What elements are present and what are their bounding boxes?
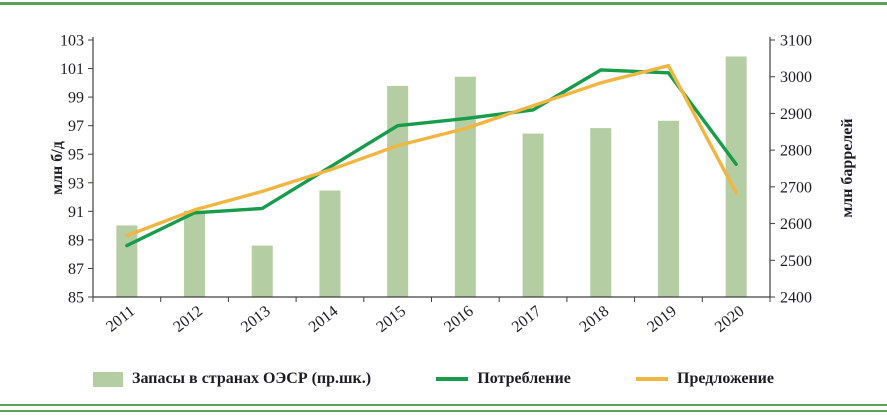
- right-axis-tick-label: 2900: [780, 106, 812, 123]
- right-axis-tick-label: 2600: [780, 216, 812, 233]
- left-axis-tick-label: 99: [68, 90, 84, 107]
- left-axis-tick-label: 97: [68, 118, 84, 135]
- legend-supply-swatch: [636, 377, 669, 381]
- x-axis-label: 2013: [238, 303, 274, 336]
- x-axis-label: 2019: [644, 303, 680, 336]
- supply-line: [125, 63, 738, 238]
- legend-label-stocks: Запасы в странах ОЭСР (пр.шк.): [132, 370, 372, 387]
- x-axis-label: 2020: [712, 303, 748, 336]
- stocks-bar: [657, 120, 679, 298]
- right-axis-tick-label: 2800: [780, 143, 812, 160]
- stocks-bar: [251, 245, 273, 297]
- legend-item-stocks: Запасы в странах ОЭСР (пр.шк.): [93, 370, 371, 388]
- x-axis-label: 2015: [373, 303, 409, 336]
- left-axis-tick-label: 87: [68, 261, 84, 278]
- stocks-bar: [184, 210, 206, 297]
- left-axis-tick-label: 101: [60, 61, 84, 78]
- x-axis-label: 2014: [306, 303, 342, 336]
- right-axis-tick-label: 2500: [780, 253, 812, 270]
- x-axis-label: 2018: [577, 303, 613, 336]
- left-axis-tick-label: 85: [68, 290, 84, 307]
- right-axis-tick-label: 3000: [780, 69, 812, 86]
- legend-label-consumption: Потребление: [477, 370, 571, 387]
- top-divider: [0, 2, 887, 5]
- chart-legend: Запасы в странах ОЭСР (пр.шк.) Потреблен…: [93, 370, 774, 388]
- right-axis-tick-label: 2400: [780, 290, 812, 307]
- left-axis-tick-label: 95: [68, 147, 84, 164]
- stocks-bar: [319, 190, 341, 297]
- stocks-bar: [590, 128, 612, 297]
- right-axis-tick-label: 3100: [780, 33, 812, 50]
- oil-market-chart: 85 87 89 91 93 95 97 99 101 103 2400 2500 2600 2700 28…: [49, 33, 856, 336]
- stocks-bar: [454, 76, 476, 297]
- consumption-line: [125, 68, 738, 248]
- right-axis-title: млн баррелей: [839, 118, 856, 217]
- bottom-divider-lower: [0, 410, 887, 412]
- bottom-divider-upper: [0, 404, 887, 406]
- left-axis-tick-label: 91: [68, 204, 84, 221]
- legend-label-supply: Предложение: [677, 370, 774, 387]
- legend-item-consumption: Потребление: [436, 370, 571, 388]
- left-axis-tick-label: 89: [68, 232, 84, 249]
- x-axis-label: 2012: [170, 303, 206, 336]
- legend-bar-swatch: [93, 371, 123, 387]
- stocks-bar: [522, 133, 544, 297]
- left-axis-tick-label: 103: [60, 33, 84, 50]
- stocks-bar: [387, 85, 409, 298]
- left-axis-title: млн б/д: [49, 141, 66, 195]
- left-axis-tick-label: 93: [68, 175, 84, 192]
- right-axis-tick-label: 2700: [780, 179, 812, 196]
- x-axis-label: 2017: [509, 303, 545, 336]
- legend-consumption-swatch: [436, 377, 469, 381]
- legend-item-supply: Предложение: [636, 370, 774, 388]
- x-axis-label: 2011: [103, 303, 138, 336]
- stocks-bar: [725, 56, 747, 298]
- x-axis-label: 2016: [441, 303, 477, 336]
